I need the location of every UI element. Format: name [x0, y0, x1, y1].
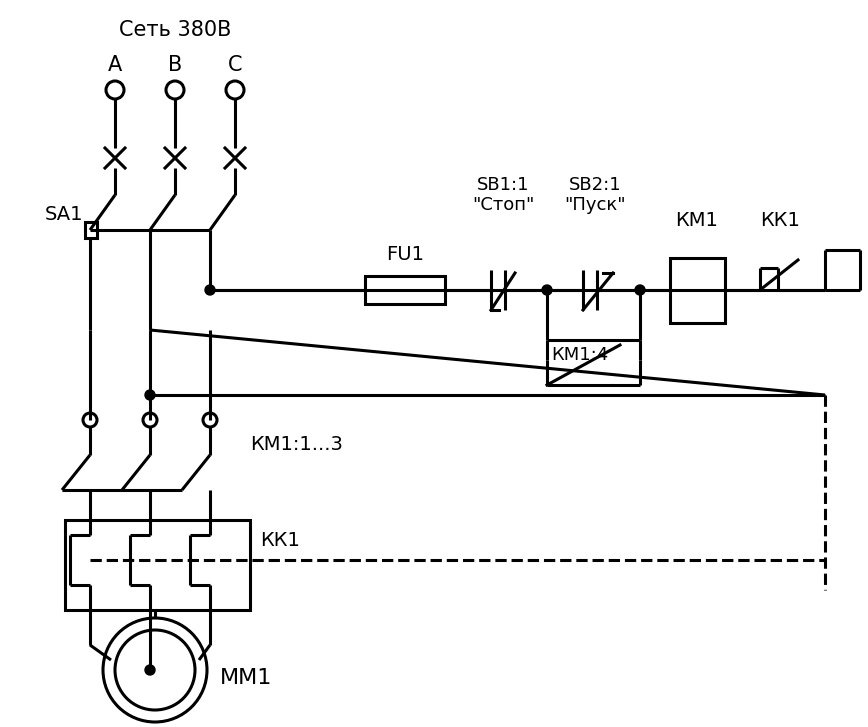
- Text: ММ1: ММ1: [220, 668, 273, 688]
- Circle shape: [542, 285, 552, 295]
- Text: А: А: [108, 55, 122, 75]
- Bar: [365, 276, 445, 304]
- Text: КМ1: КМ1: [675, 211, 719, 230]
- Text: КК1: КК1: [760, 211, 800, 230]
- Text: SB2:1: SB2:1: [569, 176, 621, 194]
- Circle shape: [205, 285, 215, 295]
- Bar: [65, 520, 250, 610]
- Text: Сеть 380В: Сеть 380В: [119, 20, 231, 40]
- Text: FU1: FU1: [386, 246, 424, 265]
- Text: КК1: КК1: [260, 531, 299, 550]
- Bar: [85, 222, 97, 238]
- Bar: [670, 258, 725, 323]
- Text: КМ1:4: КМ1:4: [551, 346, 608, 364]
- Text: "Пуск": "Пуск": [564, 196, 626, 214]
- Text: SB1:1: SB1:1: [477, 176, 529, 194]
- Text: С: С: [227, 55, 242, 75]
- Text: В: В: [168, 55, 182, 75]
- Circle shape: [145, 665, 155, 675]
- Circle shape: [635, 285, 645, 295]
- Text: КМ1:1...3: КМ1:1...3: [250, 435, 343, 454]
- Circle shape: [145, 390, 155, 400]
- Text: SA1: SA1: [45, 206, 83, 225]
- Text: "Стоп": "Стоп": [472, 196, 534, 214]
